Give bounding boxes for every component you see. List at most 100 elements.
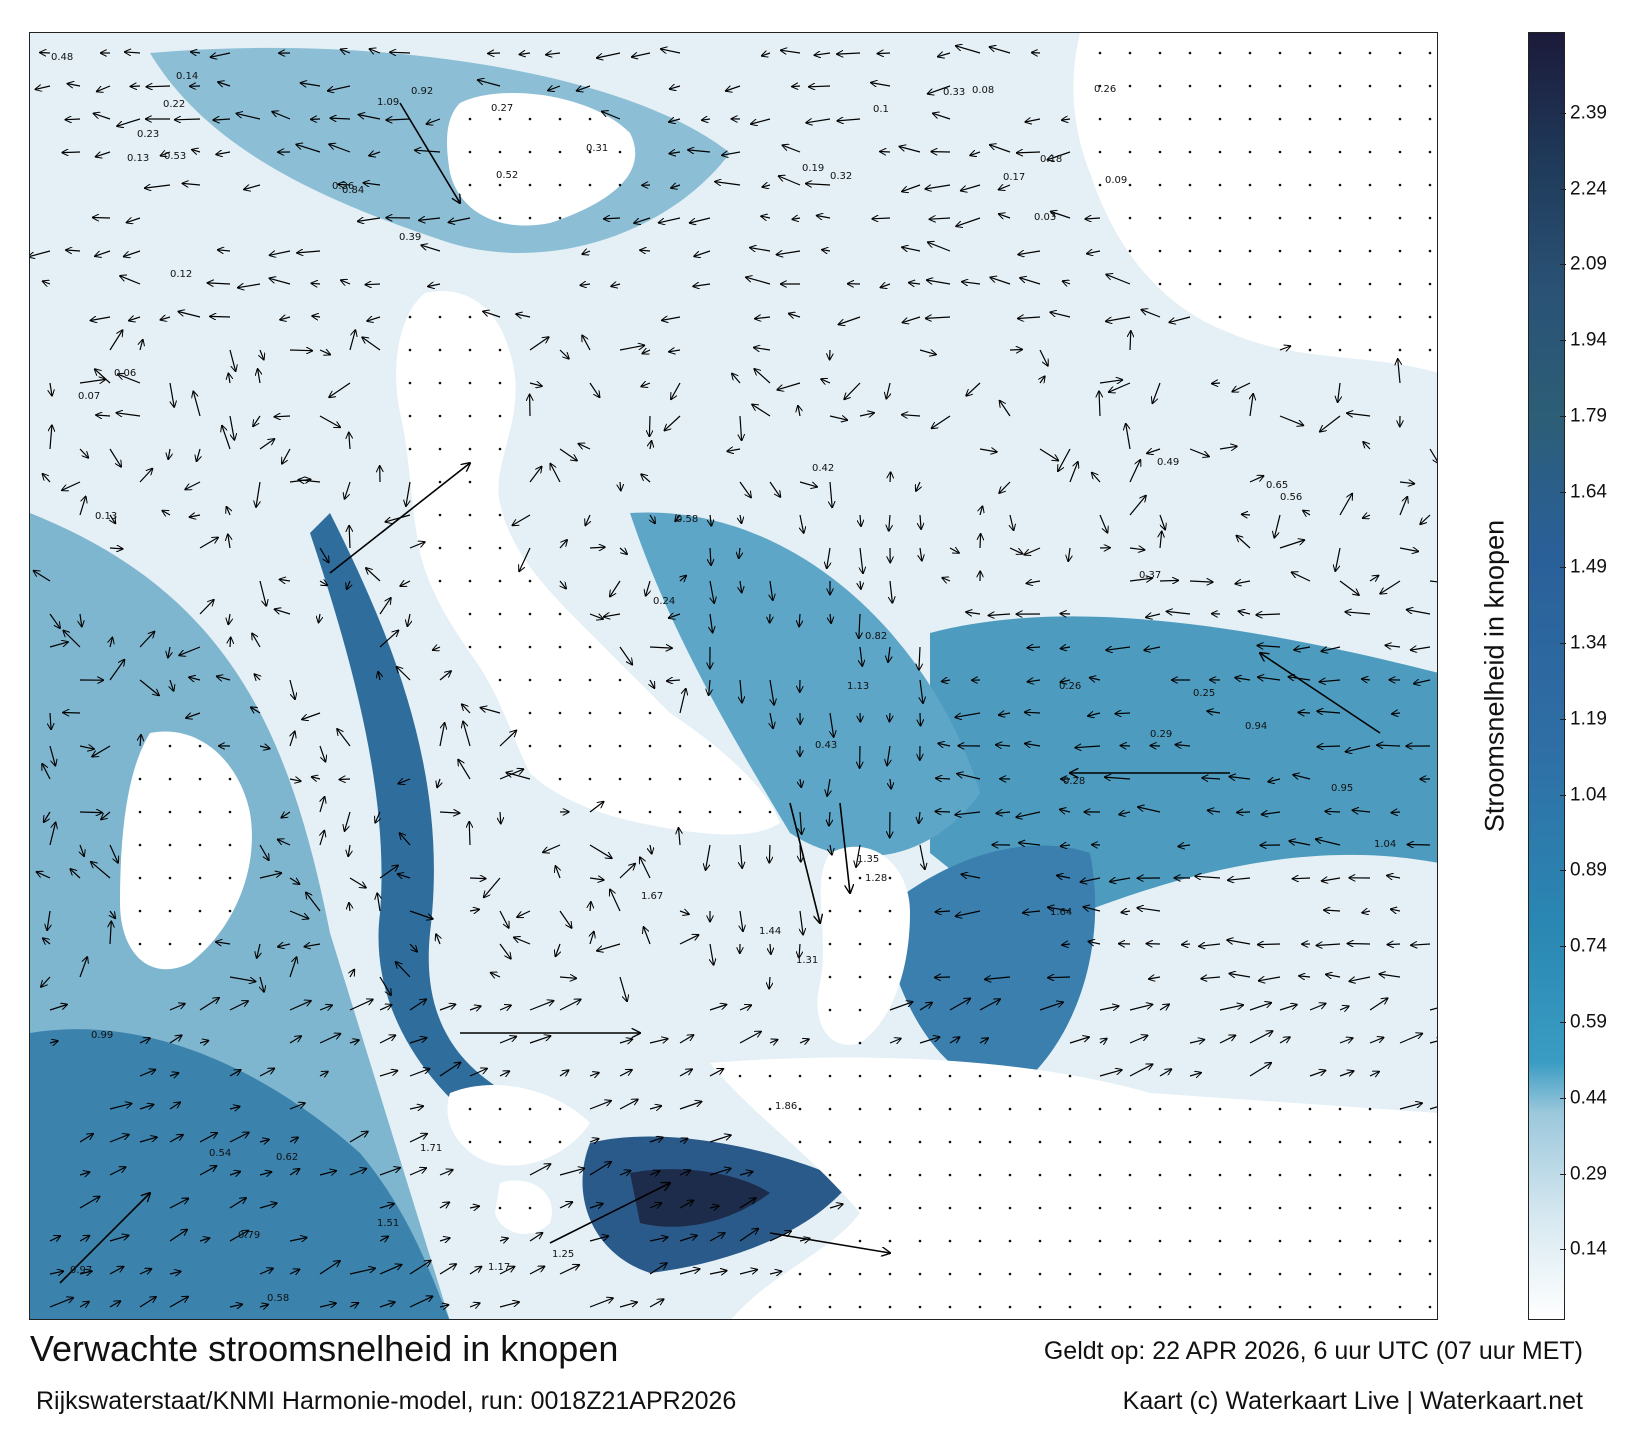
grid-dot — [618, 777, 622, 781]
current-arrow — [985, 977, 1011, 979]
grid-dot — [858, 1206, 862, 1210]
grid-dot — [1098, 1239, 1102, 1243]
grid-dot — [1188, 51, 1192, 55]
current-arrow — [379, 1035, 396, 1044]
current-arrow — [1129, 578, 1152, 581]
grid-dot — [1278, 150, 1282, 154]
current-arrow — [1020, 278, 1041, 285]
current-arrow — [92, 745, 111, 757]
grid-dot — [498, 513, 502, 517]
current-arrow — [349, 1131, 368, 1143]
current-arrow — [236, 113, 261, 120]
grid-dot — [588, 117, 592, 121]
current-arrow — [688, 150, 711, 152]
grid-dot — [768, 810, 772, 814]
grid-dot — [1338, 84, 1342, 88]
speed-label: 0.09 — [1105, 175, 1127, 186]
current-arrow — [979, 999, 1000, 1011]
grid-dot — [1158, 1272, 1162, 1276]
speed-label: 0.13 — [127, 153, 149, 164]
current-arrow — [289, 957, 297, 978]
grid-dot — [438, 447, 442, 451]
current-arrow — [1160, 531, 1162, 549]
current-arrow — [890, 472, 891, 483]
grid-dot — [798, 1305, 802, 1309]
current-arrow — [1159, 514, 1165, 530]
current-arrow — [529, 1233, 543, 1242]
current-arrow — [529, 1266, 545, 1275]
colorbar-tick-label: 0.44 — [1570, 1087, 1607, 1109]
current-arrow — [1256, 614, 1281, 615]
current-arrow — [990, 277, 1011, 285]
current-arrow — [379, 1071, 398, 1077]
current-arrow — [500, 811, 501, 824]
current-arrow — [1219, 446, 1237, 449]
current-arrow — [739, 481, 751, 498]
current-arrow — [80, 844, 84, 856]
current-arrow — [259, 746, 270, 749]
current-arrow — [409, 1296, 433, 1308]
current-arrow — [649, 1237, 668, 1241]
current-arrow — [1016, 811, 1041, 817]
current-arrow — [274, 416, 291, 417]
grid-dot — [1278, 1140, 1282, 1144]
current-arrow — [478, 80, 501, 87]
grid-dot — [1218, 1140, 1222, 1144]
current-arrow — [213, 119, 231, 120]
current-arrow — [1385, 645, 1401, 647]
current-arrow — [386, 119, 411, 120]
grid-dot — [1128, 117, 1132, 121]
grid-dot — [1338, 1239, 1342, 1243]
current-arrow — [919, 350, 936, 355]
current-arrow — [319, 1171, 336, 1175]
current-arrow — [827, 547, 830, 568]
current-arrow — [259, 1068, 275, 1077]
current-arrow — [1392, 713, 1401, 714]
current-arrow — [589, 1204, 603, 1208]
current-arrow — [589, 802, 604, 813]
grid-dot — [1338, 51, 1342, 55]
current-arrow — [272, 112, 291, 120]
current-arrow — [1159, 580, 1178, 581]
colorbar-tick-label: 1.94 — [1570, 329, 1607, 351]
current-arrow — [1201, 977, 1221, 979]
current-arrow — [349, 999, 373, 1011]
current-arrow — [610, 580, 621, 597]
grid-dot — [1188, 1206, 1192, 1210]
current-arrow — [169, 1229, 187, 1242]
grid-dot — [468, 183, 472, 187]
speed-label: 1.71 — [420, 1143, 442, 1154]
grid-dot — [1398, 1206, 1402, 1210]
grid-dot — [468, 117, 472, 121]
current-arrow — [1379, 974, 1401, 977]
grid-dot — [558, 216, 562, 220]
grid-dot — [1308, 1206, 1312, 1210]
current-arrow — [1166, 611, 1191, 614]
speed-label: 0.79 — [238, 1230, 260, 1241]
current-arrow — [543, 844, 561, 852]
grid-dot — [498, 150, 502, 154]
current-arrow — [519, 547, 531, 571]
speed-label: 0.32 — [830, 171, 852, 182]
current-arrow — [642, 350, 651, 354]
current-arrow — [559, 977, 576, 978]
current-arrow — [709, 1005, 727, 1011]
current-arrow — [559, 1070, 569, 1076]
speed-label: 0.54 — [209, 1148, 231, 1159]
current-arrow — [409, 1261, 431, 1275]
current-arrow — [1106, 647, 1131, 650]
current-arrow — [822, 250, 831, 251]
current-arrow — [559, 448, 577, 461]
grid-dot — [1188, 84, 1192, 88]
current-arrow — [109, 1301, 121, 1308]
current-arrow — [415, 150, 441, 152]
grid-dot — [1158, 117, 1162, 121]
current-arrow — [409, 1106, 423, 1109]
current-arrow — [529, 1001, 554, 1011]
current-arrow — [259, 1140, 269, 1143]
current-arrow — [789, 314, 801, 318]
current-arrow — [1325, 811, 1341, 812]
current-arrow — [1189, 448, 1209, 457]
grid-dot — [1248, 1206, 1252, 1210]
speed-label: 1.51 — [377, 1218, 399, 1229]
